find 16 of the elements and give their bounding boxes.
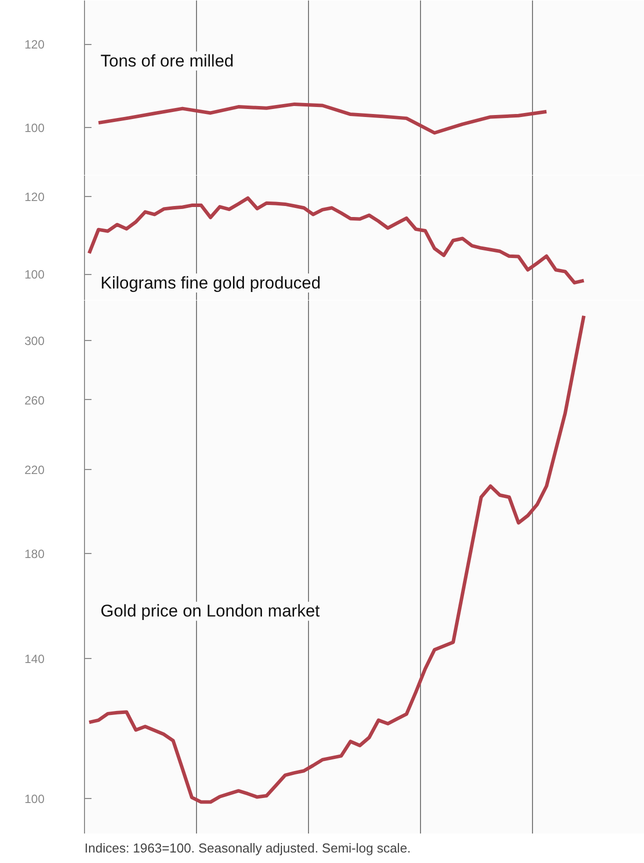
y-tick-label: 120 — [24, 190, 45, 204]
series-label: Kilograms fine gold produced — [100, 274, 321, 292]
line-series — [96, 102, 548, 135]
text: Indices: 1963=100. Seasonally adjusted. Semi-log scale. — [84, 840, 411, 856]
y-tick-label: 100 — [24, 268, 45, 282]
text: Gold price on London market — [100, 602, 320, 621]
y-tick-label: 100 — [24, 792, 45, 806]
y-tick-label: 260 — [24, 393, 45, 408]
y-tick-label: 100 — [24, 120, 45, 135]
y-tick-label: 220 — [24, 463, 45, 478]
text: Tons of ore milled — [100, 52, 234, 70]
y-tick-label: 140 — [24, 652, 45, 666]
line-series — [87, 314, 586, 804]
y-tick-label: 180 — [24, 546, 45, 561]
y-tick-label: 300 — [24, 334, 45, 348]
y-tick-label: 120 — [24, 38, 45, 52]
